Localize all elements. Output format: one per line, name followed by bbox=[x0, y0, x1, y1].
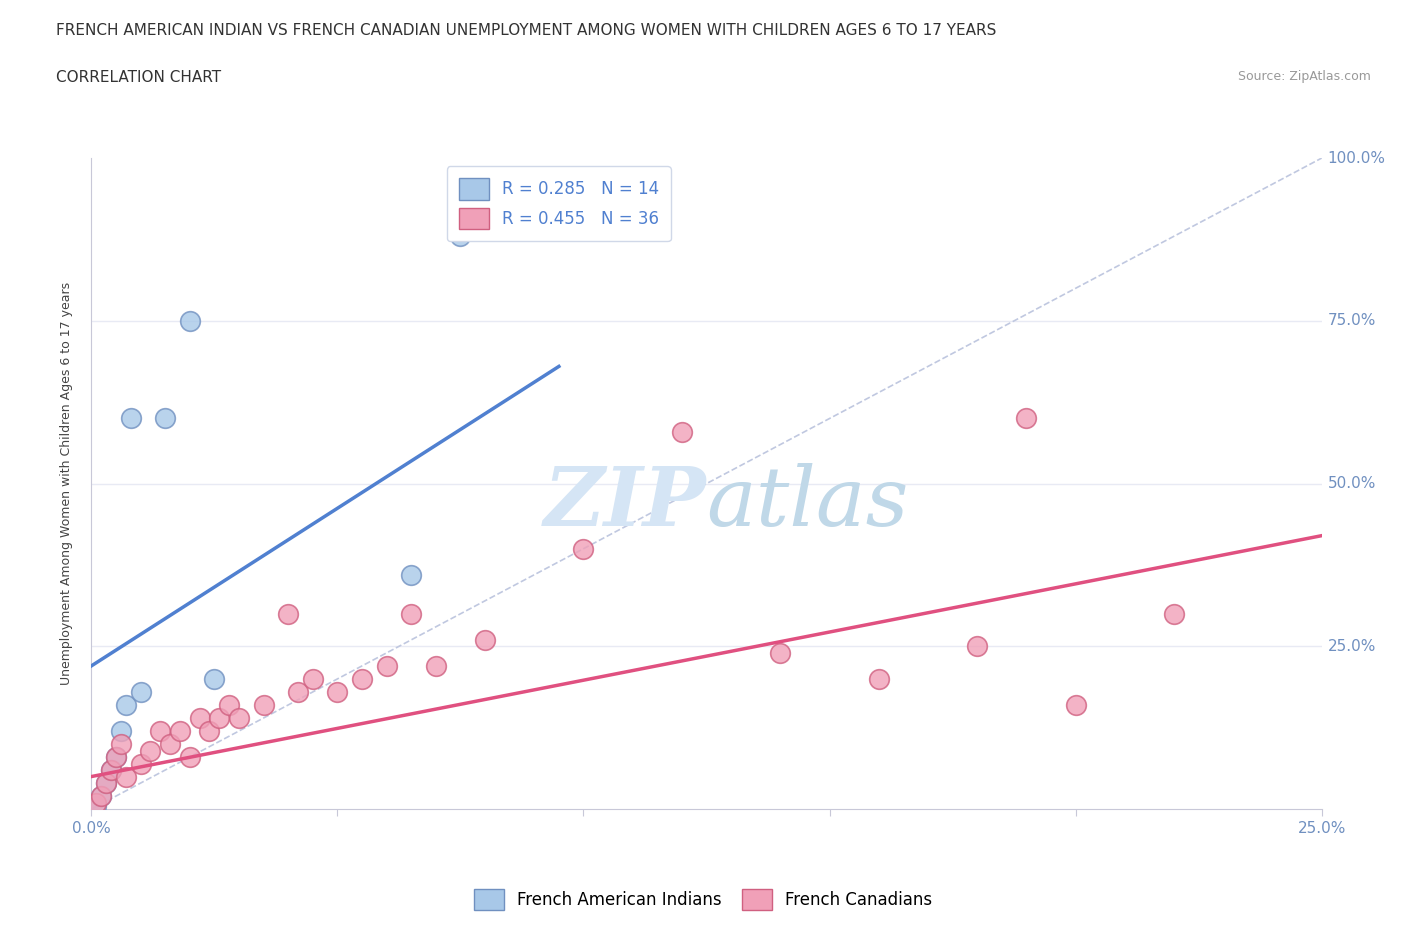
Point bbox=[449, 229, 471, 244]
Point bbox=[326, 684, 349, 699]
Point bbox=[287, 684, 309, 699]
Point bbox=[1064, 698, 1087, 712]
Point bbox=[253, 698, 276, 712]
Point bbox=[228, 711, 250, 725]
Legend: R = 0.285   N = 14, R = 0.455   N = 36: R = 0.285 N = 14, R = 0.455 N = 36 bbox=[447, 166, 671, 241]
Text: 25.0%: 25.0% bbox=[1327, 639, 1376, 654]
Point bbox=[188, 711, 211, 725]
Point bbox=[208, 711, 231, 725]
Text: ZIP: ZIP bbox=[544, 463, 706, 543]
Point bbox=[399, 606, 422, 621]
Point bbox=[277, 606, 299, 621]
Point bbox=[375, 658, 398, 673]
Point bbox=[86, 795, 108, 810]
Text: atlas: atlas bbox=[706, 463, 908, 543]
Point bbox=[100, 763, 122, 777]
Point bbox=[90, 789, 112, 804]
Point bbox=[966, 639, 988, 654]
Point bbox=[169, 724, 191, 738]
Point bbox=[159, 737, 181, 751]
Text: 50.0%: 50.0% bbox=[1327, 476, 1376, 491]
Legend: French American Indians, French Canadians: French American Indians, French Canadian… bbox=[467, 883, 939, 917]
Point bbox=[474, 632, 496, 647]
Point bbox=[1163, 606, 1185, 621]
Point bbox=[110, 737, 132, 751]
Text: Source: ZipAtlas.com: Source: ZipAtlas.com bbox=[1237, 70, 1371, 83]
Point bbox=[301, 671, 323, 686]
Point bbox=[179, 313, 201, 328]
Text: 75.0%: 75.0% bbox=[1327, 313, 1376, 328]
Point bbox=[90, 789, 112, 804]
Point bbox=[198, 724, 221, 738]
Point bbox=[218, 698, 240, 712]
Point bbox=[96, 776, 117, 790]
Point bbox=[352, 671, 374, 686]
Point bbox=[129, 756, 152, 771]
Y-axis label: Unemployment Among Women with Children Ages 6 to 17 years: Unemployment Among Women with Children A… bbox=[60, 282, 73, 685]
Point bbox=[114, 769, 138, 784]
Point bbox=[399, 567, 422, 582]
Point bbox=[1015, 411, 1038, 426]
Point bbox=[153, 411, 177, 426]
Point bbox=[114, 698, 138, 712]
Point bbox=[100, 763, 122, 777]
Point bbox=[139, 743, 162, 758]
Point bbox=[105, 750, 127, 764]
Point bbox=[425, 658, 447, 673]
Point bbox=[110, 724, 132, 738]
Point bbox=[105, 750, 127, 764]
Point bbox=[120, 411, 142, 426]
Point bbox=[149, 724, 172, 738]
Point bbox=[202, 671, 225, 686]
Point bbox=[769, 645, 792, 660]
Point bbox=[671, 424, 693, 439]
Point bbox=[129, 684, 152, 699]
Point bbox=[868, 671, 890, 686]
Point bbox=[572, 541, 595, 556]
Text: CORRELATION CHART: CORRELATION CHART bbox=[56, 70, 221, 85]
Point bbox=[86, 798, 108, 813]
Text: FRENCH AMERICAN INDIAN VS FRENCH CANADIAN UNEMPLOYMENT AMONG WOMEN WITH CHILDREN: FRENCH AMERICAN INDIAN VS FRENCH CANADIA… bbox=[56, 23, 997, 38]
Text: 100.0%: 100.0% bbox=[1327, 151, 1386, 166]
Point bbox=[96, 776, 117, 790]
Point bbox=[179, 750, 201, 764]
